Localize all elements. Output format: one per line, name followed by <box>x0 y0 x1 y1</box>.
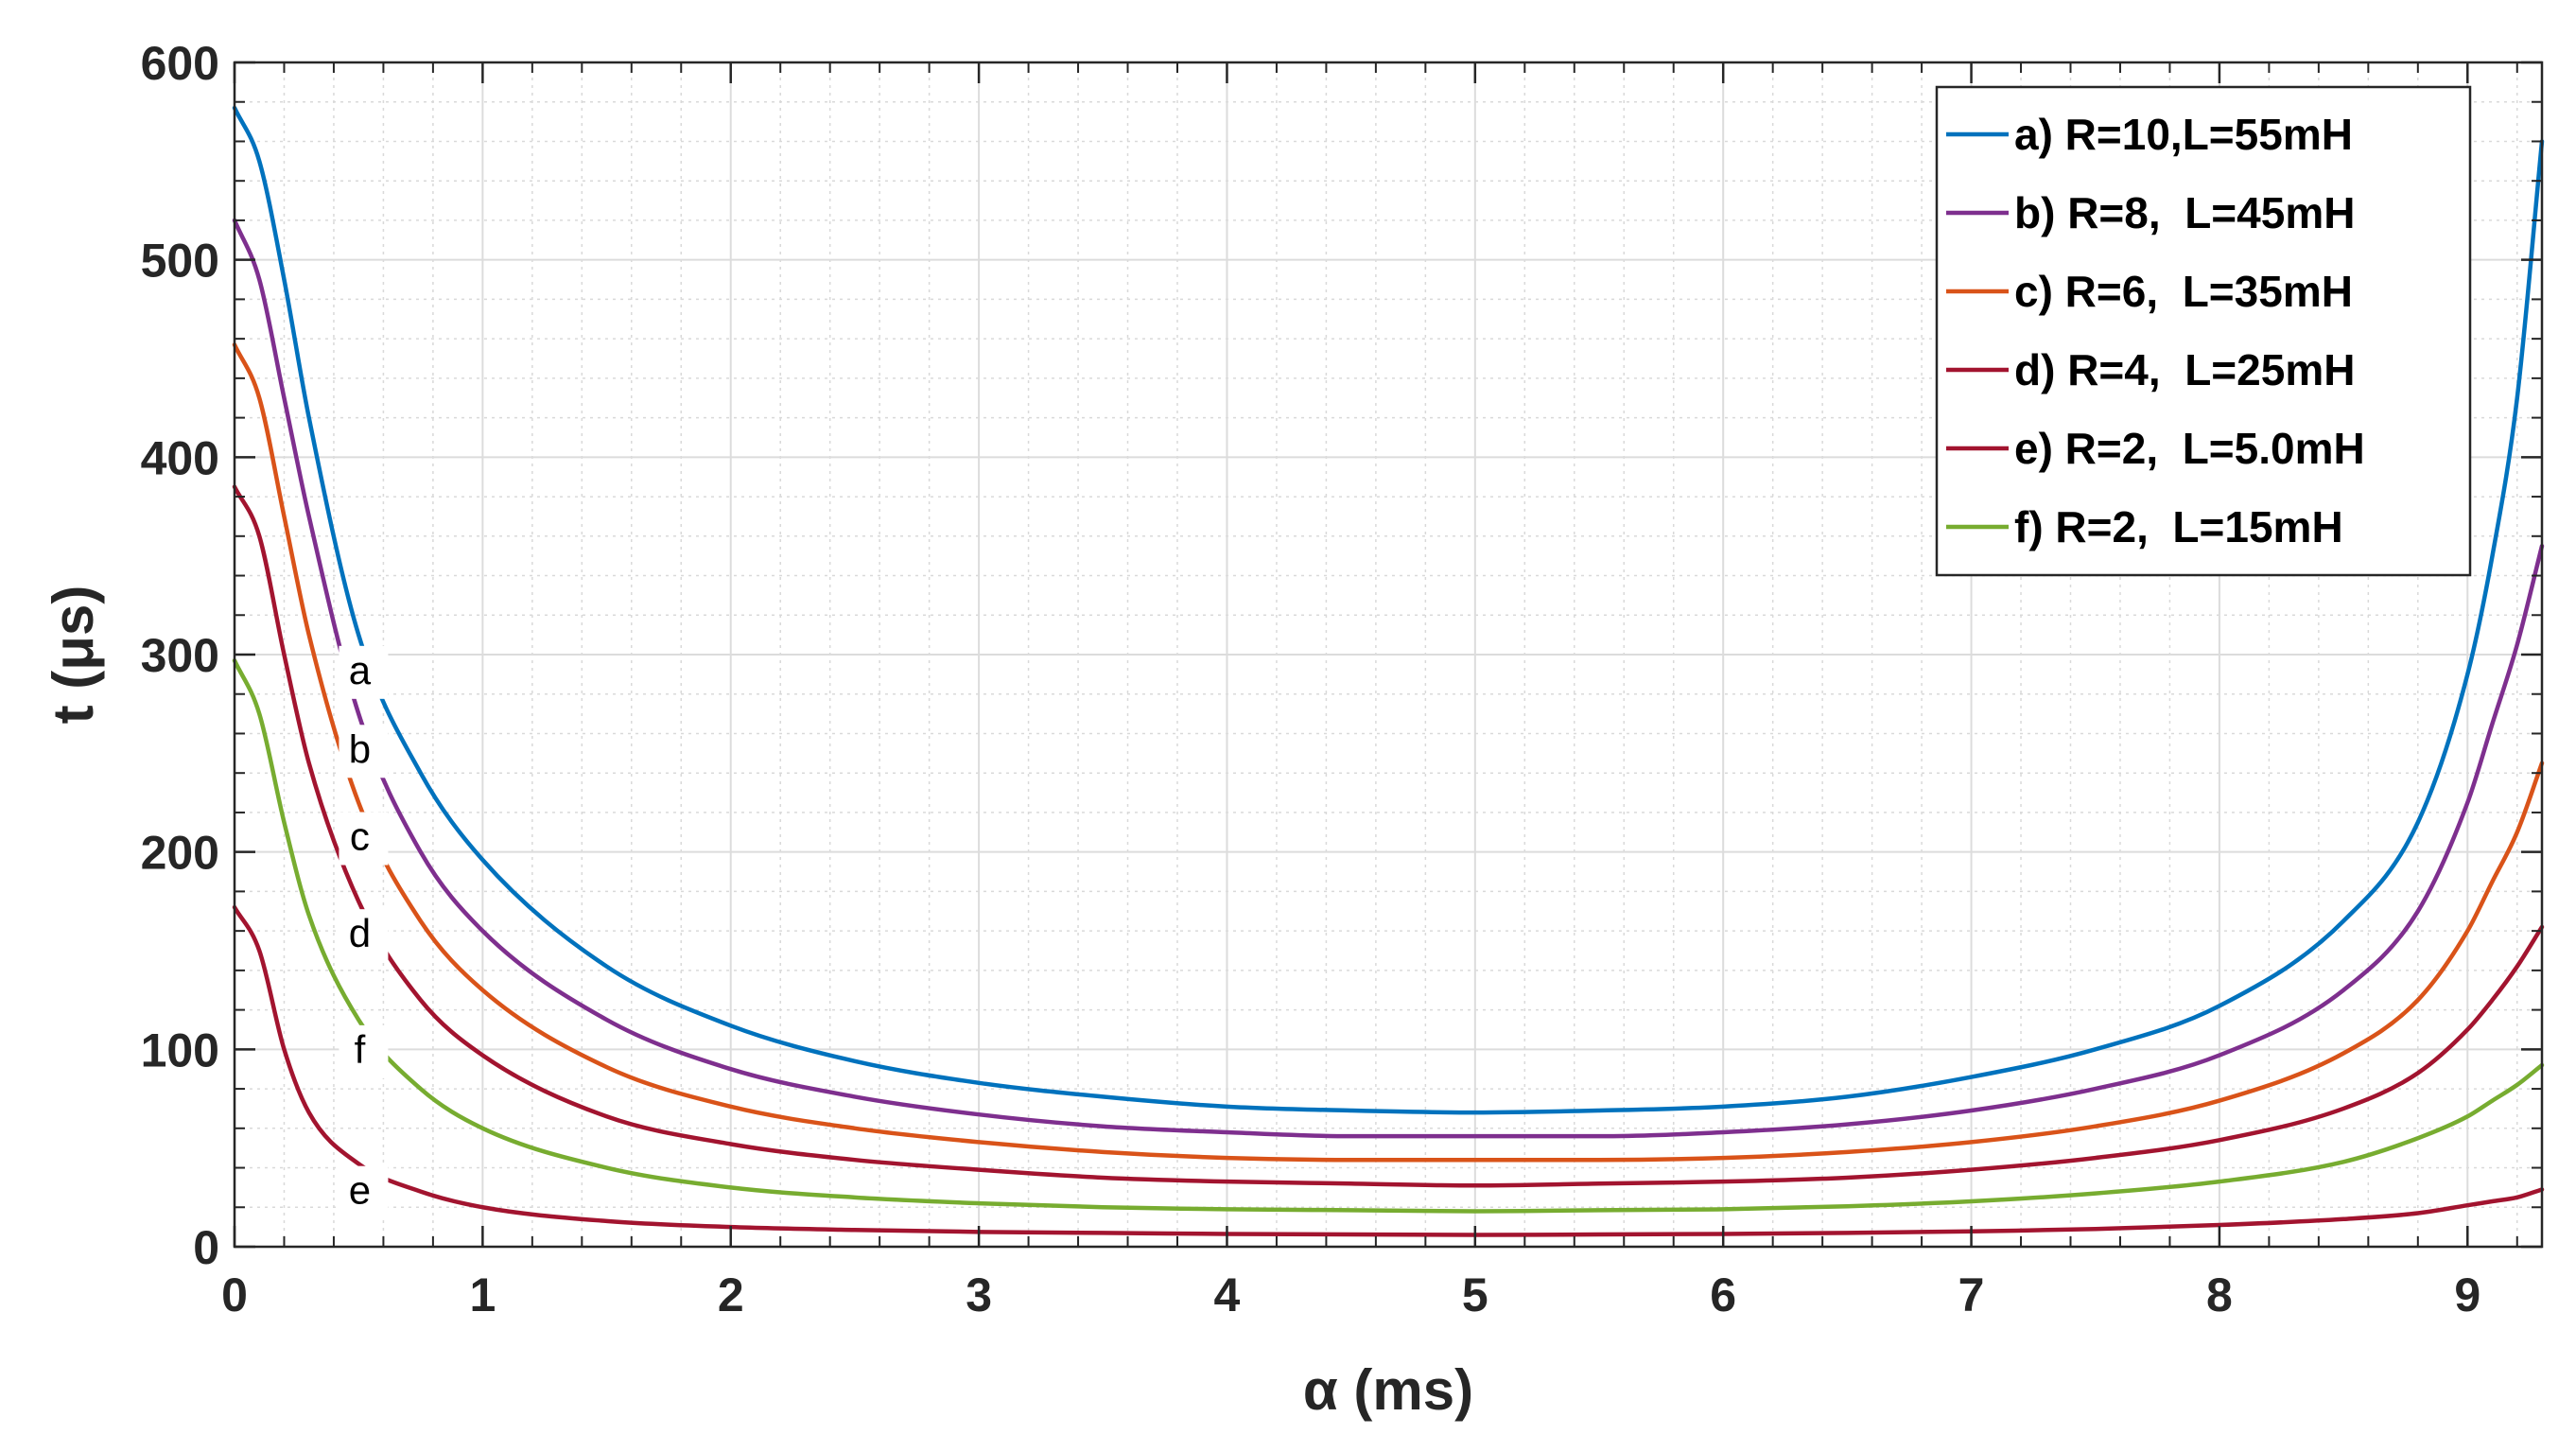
curve-label-background <box>339 909 389 963</box>
curve-label-background <box>339 1024 389 1078</box>
curve-labels: abc d e f <box>339 645 389 1219</box>
legend-entry-c: c) R=6, L=35mH <box>2014 267 2353 316</box>
curve-label-background <box>339 1165 389 1219</box>
x-tick-label: 7 <box>1958 1268 1985 1321</box>
series-line-e <box>232 904 2545 1237</box>
x-tick-label: 8 <box>2206 1268 2233 1321</box>
y-tick-label: 100 <box>141 1023 219 1076</box>
curve-label-f: f <box>355 1027 366 1072</box>
legend-entry-f: f) R=2, L=15mH <box>2014 502 2343 551</box>
curve-label-background <box>339 725 389 778</box>
y-axis-label: t (μs) <box>42 586 105 725</box>
legend-entry-d: d) R=4, L=25mH <box>2014 345 2355 394</box>
x-tick-label: 2 <box>718 1268 744 1321</box>
y-tick-label: 400 <box>141 431 219 484</box>
y-tick-label: 0 <box>193 1221 219 1274</box>
legend-box <box>1935 85 2472 577</box>
curve-label-background <box>339 812 389 866</box>
legend-entry-e: e) R=2, L=5.0mH <box>2014 424 2365 473</box>
legend-entry-a: a) R=10,L=55mH <box>2014 110 2353 159</box>
x-axis-label: α (ms) <box>1303 1358 1473 1422</box>
x-tick-label: 4 <box>1214 1268 1241 1321</box>
legend-entry-b: b) R=8, L=45mH <box>2014 188 2355 237</box>
x-tick-label: 0 <box>221 1268 248 1321</box>
x-tick-label: 9 <box>2454 1268 2480 1321</box>
curve-label-c: c <box>350 814 370 859</box>
curve-label-d: d <box>349 911 371 955</box>
legend: a) R=10,L=55mH b) R=8, L=45mH c) R=6, L=35… <box>1935 85 2472 577</box>
y-tick-label: 600 <box>141 37 219 90</box>
x-tick-labels: 0 1 2 3 4 5 6 7 8 9 <box>221 1268 2480 1321</box>
y-tick-label: 300 <box>141 629 219 682</box>
y-tick-labels: 0 100 200 300 400 500 600 <box>141 37 219 1274</box>
x-tick-label: 1 <box>469 1268 496 1321</box>
data-series <box>232 105 2545 1237</box>
x-tick-label: 6 <box>1710 1268 1736 1321</box>
curve-label-a: a <box>349 648 372 692</box>
axis-ticks <box>233 61 2542 1249</box>
x-tick-label: 5 <box>1462 1268 1488 1321</box>
y-tick-label: 500 <box>141 235 219 288</box>
curve-label-background <box>339 645 389 699</box>
x-tick-label: 3 <box>966 1268 992 1321</box>
y-tick-label: 200 <box>141 827 219 880</box>
curve-label-b: b <box>349 726 371 771</box>
series-line-f <box>232 658 2545 1214</box>
curve-label-e: e <box>349 1168 371 1213</box>
